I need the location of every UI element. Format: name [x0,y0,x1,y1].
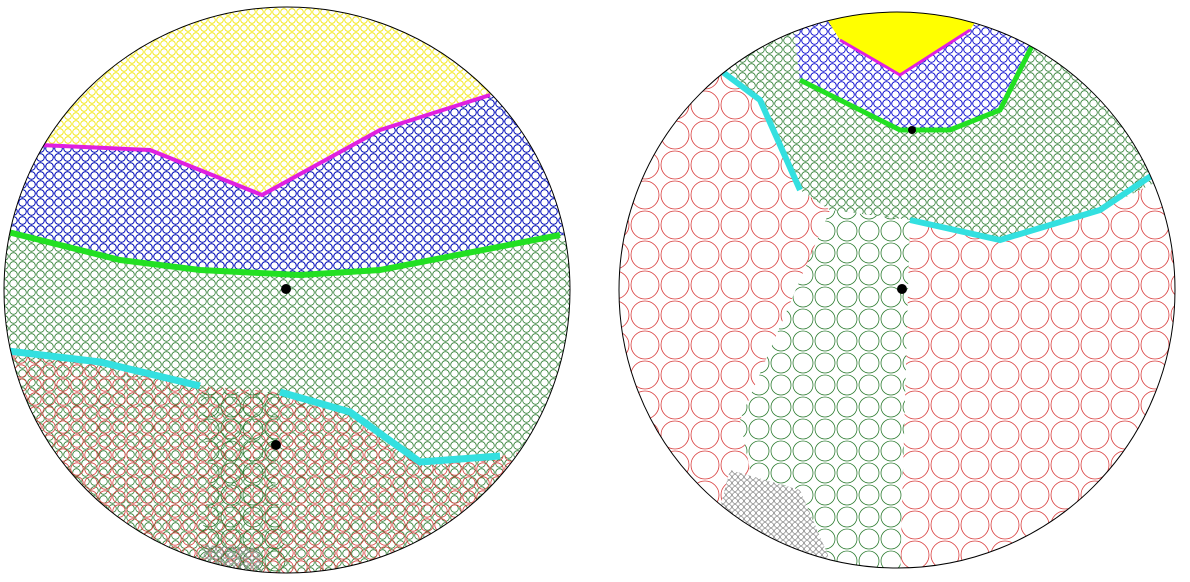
gray-region [200,545,262,573]
right-disk [618,11,1176,569]
green-stripe [195,392,290,573]
blue-region [4,90,570,275]
left-disk [3,6,571,574]
green-border [798,28,1043,133]
cyan-border [4,346,201,390]
magenta-border [39,93,491,198]
marker [908,126,916,134]
green-border [4,227,561,279]
marker [897,284,907,294]
yellow-region [815,12,990,75]
cyan-border [279,388,501,466]
marker [271,440,281,450]
red-region [4,350,570,573]
cyan-border [909,167,1162,244]
marker [281,284,291,294]
magenta-border [839,28,971,77]
cyan-border [718,67,803,192]
